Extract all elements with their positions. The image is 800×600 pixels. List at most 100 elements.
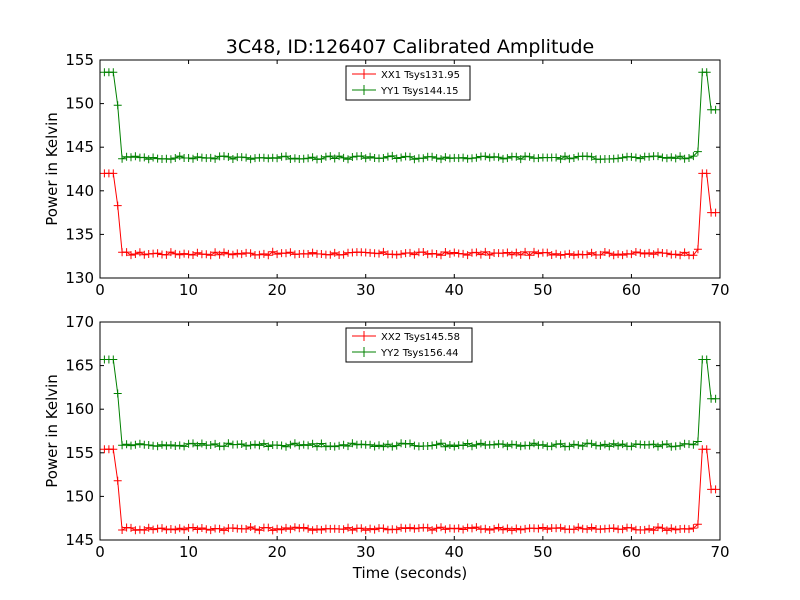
data-point-xx2-tsys145-58 <box>468 524 476 533</box>
figure-title: 3C48, ID:126407 Calibrated Amplitude <box>226 36 594 58</box>
data-point-yy1-tsys144-15 <box>330 154 339 163</box>
data-point-yy2-tsys156-44 <box>237 440 246 448</box>
data-point-yy1-tsys144-15 <box>304 154 313 163</box>
data-point-yy2-tsys156-44 <box>158 440 166 449</box>
data-point-yy1-tsys144-15 <box>175 152 184 161</box>
data-point-yy1-tsys144-15 <box>711 105 720 114</box>
data-point-yy2-tsys156-44 <box>406 439 414 448</box>
data-point-xx1-tsys131-95 <box>507 250 516 259</box>
data-point-xx2-tsys145-58 <box>689 524 698 533</box>
data-point-yy2-tsys156-44 <box>153 442 162 451</box>
data-point-yy1-tsys144-15 <box>348 153 357 161</box>
data-point-xx1-tsys131-95 <box>609 251 618 260</box>
bottom-legend-yy2: YY2 Tsys156.44 <box>380 348 459 359</box>
data-point-xx2-tsys145-58 <box>193 525 202 534</box>
data-point-xx2-tsys145-58 <box>450 524 459 533</box>
data-point-yy1-tsys144-15 <box>392 154 401 163</box>
data-point-yy2-tsys156-44 <box>534 441 543 450</box>
data-point-xx2-tsys145-58 <box>273 524 282 533</box>
data-point-xx1-tsys131-95 <box>583 250 592 259</box>
data-point-yy1-tsys144-15 <box>689 152 698 161</box>
data-point-xx1-tsys131-95 <box>246 249 255 258</box>
data-point-xx1-tsys131-95 <box>441 248 450 256</box>
x-tick-label: 50 <box>533 543 552 561</box>
data-point-yy1-tsys144-15 <box>702 68 711 77</box>
data-point-xx2-tsys145-58 <box>118 526 127 534</box>
data-point-xx1-tsys131-95 <box>175 250 184 259</box>
data-point-yy2-tsys156-44 <box>574 441 583 450</box>
data-point-xx2-tsys145-58 <box>459 525 468 534</box>
data-point-yy1-tsys144-15 <box>693 147 702 156</box>
data-point-xx2-tsys145-58 <box>521 524 530 533</box>
x-tick-label: 10 <box>179 281 198 299</box>
data-point-xx1-tsys131-95 <box>211 248 220 257</box>
data-point-xx1-tsys131-95 <box>676 251 685 260</box>
data-point-xx1-tsys131-95 <box>224 249 233 258</box>
data-point-yy1-tsys144-15 <box>410 155 419 164</box>
data-point-yy1-tsys144-15 <box>565 154 574 163</box>
bottom-series <box>100 355 720 535</box>
data-point-xx1-tsys131-95 <box>220 248 228 257</box>
x-tick-label: 50 <box>533 281 552 299</box>
x-tick-label: 30 <box>356 281 375 299</box>
bottom-plot-frame <box>99 321 721 541</box>
data-point-yy1-tsys144-15 <box>286 155 295 163</box>
data-point-yy2-tsys156-44 <box>189 439 197 448</box>
data-point-xx2-tsys145-58 <box>144 523 153 532</box>
data-point-yy1-tsys144-15 <box>189 154 197 163</box>
data-point-xx1-tsys131-95 <box>286 248 295 257</box>
data-point-yy1-tsys144-15 <box>184 154 193 162</box>
x-tick-label: 40 <box>445 543 464 561</box>
data-point-yy2-tsys156-44 <box>388 442 397 451</box>
data-point-yy1-tsys144-15 <box>326 152 335 161</box>
data-point-yy2-tsys156-44 <box>472 440 481 449</box>
data-point-xx2-tsys145-58 <box>127 523 135 532</box>
data-point-xx1-tsys131-95 <box>463 251 472 260</box>
data-point-yy1-tsys144-15 <box>614 154 623 163</box>
data-point-xx2-tsys145-58 <box>162 525 171 534</box>
data-point-yy2-tsys156-44 <box>242 442 251 450</box>
data-point-xx2-tsys145-58 <box>304 524 313 533</box>
data-point-yy1-tsys144-15 <box>264 154 273 163</box>
data-point-xx1-tsys131-95 <box>649 250 658 259</box>
data-point-yy1-tsys144-15 <box>658 153 667 162</box>
data-point-yy2-tsys156-44 <box>348 439 357 448</box>
data-point-xx2-tsys145-58 <box>339 525 348 534</box>
data-point-xx1-tsys131-95 <box>596 250 605 259</box>
data-point-yy2-tsys156-44 <box>308 439 317 448</box>
data-point-yy2-tsys156-44 <box>525 441 534 450</box>
data-point-yy1-tsys144-15 <box>259 153 268 162</box>
data-point-yy1-tsys144-15 <box>206 153 215 162</box>
data-point-yy1-tsys144-15 <box>662 154 671 163</box>
data-point-xx1-tsys131-95 <box>419 248 428 256</box>
data-point-yy2-tsys156-44 <box>224 439 233 448</box>
data-point-xx1-tsys131-95 <box>282 249 290 258</box>
data-point-xx2-tsys145-58 <box>277 525 286 534</box>
data-point-xx1-tsys131-95 <box>202 250 211 259</box>
data-point-xx2-tsys145-58 <box>481 524 490 533</box>
data-point-yy2-tsys156-44 <box>295 441 304 450</box>
data-point-yy2-tsys156-44 <box>450 442 459 451</box>
data-point-yy2-tsys156-44 <box>304 441 313 450</box>
data-point-yy2-tsys156-44 <box>122 440 131 449</box>
data-point-xx1-tsys131-95 <box>437 251 445 260</box>
data-point-xx2-tsys145-58 <box>357 524 366 533</box>
data-point-xx1-tsys131-95 <box>330 248 339 257</box>
data-point-yy2-tsys156-44 <box>512 440 521 449</box>
data-point-xx1-tsys131-95 <box>485 251 494 259</box>
data-point-xx1-tsys131-95 <box>308 248 317 257</box>
data-point-yy2-tsys156-44 <box>211 439 220 448</box>
data-point-yy2-tsys156-44 <box>503 442 512 451</box>
data-point-xx2-tsys145-58 <box>392 525 401 534</box>
data-point-yy1-tsys144-15 <box>193 152 202 161</box>
data-point-yy2-tsys156-44 <box>197 439 206 448</box>
data-point-xx2-tsys145-58 <box>702 445 711 454</box>
data-point-xx2-tsys145-58 <box>242 525 251 533</box>
data-point-xx1-tsys131-95 <box>206 251 215 260</box>
data-point-xx1-tsys131-95 <box>680 248 689 257</box>
data-point-yy2-tsys156-44 <box>468 442 476 451</box>
data-point-xx2-tsys145-58 <box>516 525 525 534</box>
data-point-yy2-tsys156-44 <box>344 442 352 451</box>
x-tick-label: 60 <box>622 281 641 299</box>
data-point-xx1-tsys131-95 <box>525 251 534 260</box>
